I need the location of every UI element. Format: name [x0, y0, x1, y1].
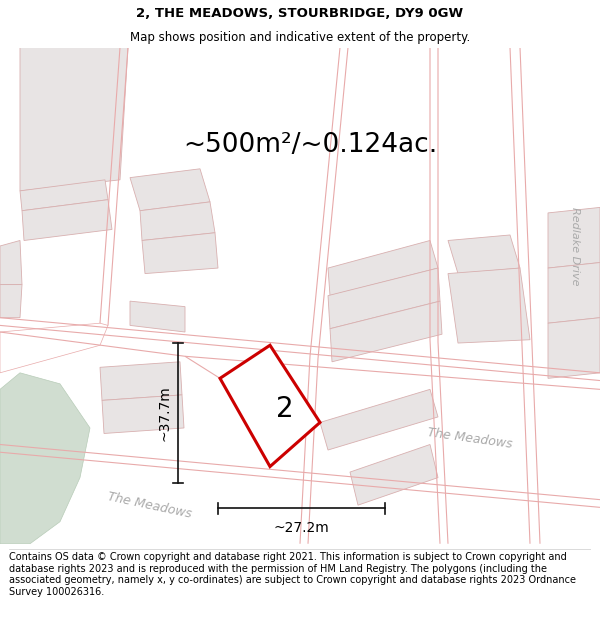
- Polygon shape: [448, 268, 530, 343]
- Text: Contains OS data © Crown copyright and database right 2021. This information is : Contains OS data © Crown copyright and d…: [9, 552, 576, 597]
- Text: 2, THE MEADOWS, STOURBRIDGE, DY9 0GW: 2, THE MEADOWS, STOURBRIDGE, DY9 0GW: [136, 7, 464, 20]
- Text: ~37.7m: ~37.7m: [157, 385, 171, 441]
- Text: The Meadows: The Meadows: [427, 427, 514, 451]
- Polygon shape: [100, 362, 182, 401]
- Text: The Meadows: The Meadows: [107, 490, 193, 521]
- Polygon shape: [548, 318, 600, 378]
- Polygon shape: [320, 389, 438, 450]
- Polygon shape: [328, 241, 438, 296]
- Polygon shape: [102, 395, 184, 434]
- Polygon shape: [140, 202, 215, 241]
- Polygon shape: [548, 262, 600, 323]
- Polygon shape: [0, 284, 22, 318]
- Polygon shape: [130, 301, 185, 332]
- Polygon shape: [0, 323, 108, 373]
- Text: ~500m²/~0.124ac.: ~500m²/~0.124ac.: [183, 131, 437, 158]
- Polygon shape: [22, 199, 112, 241]
- Polygon shape: [142, 232, 218, 274]
- Polygon shape: [20, 180, 108, 211]
- Polygon shape: [328, 268, 440, 329]
- Polygon shape: [130, 169, 210, 211]
- Polygon shape: [548, 208, 600, 268]
- Polygon shape: [0, 241, 22, 284]
- Polygon shape: [330, 301, 442, 362]
- Text: ~27.2m: ~27.2m: [274, 521, 329, 535]
- Text: Map shows position and indicative extent of the property.: Map shows position and indicative extent…: [130, 31, 470, 44]
- Text: 2: 2: [276, 394, 294, 422]
- Polygon shape: [448, 235, 520, 274]
- Polygon shape: [0, 373, 90, 544]
- Polygon shape: [20, 48, 128, 191]
- Text: Redlake Drive: Redlake Drive: [570, 207, 580, 285]
- Polygon shape: [350, 444, 438, 505]
- Polygon shape: [220, 345, 320, 466]
